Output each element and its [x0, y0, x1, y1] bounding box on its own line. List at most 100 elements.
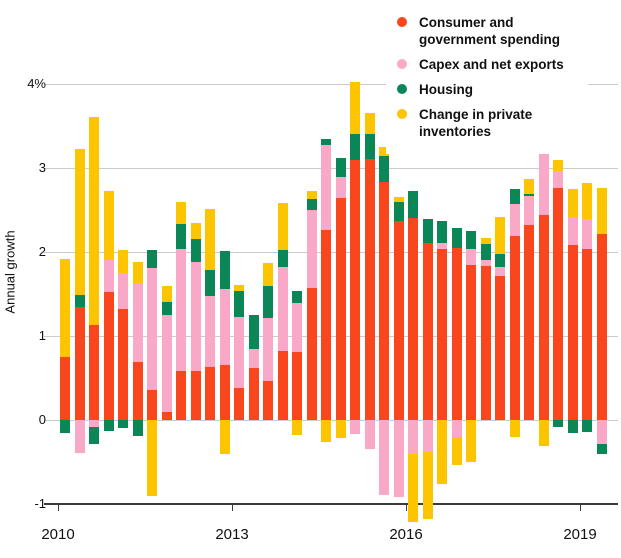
bar-segment: [335, 177, 346, 199]
bar-segment: [335, 420, 346, 439]
bar-segment: [292, 351, 302, 420]
bar-segment: [321, 420, 331, 442]
bar-segment: [234, 284, 244, 292]
bar-segment: [509, 189, 520, 205]
bar-segment: [408, 453, 418, 523]
bar-segment: [567, 420, 578, 434]
bar-segment: [118, 309, 128, 420]
bar-segment: [408, 420, 418, 454]
gridline: [44, 252, 618, 253]
bar-segment: [161, 411, 172, 420]
bar-segment: [132, 362, 143, 420]
bar-segment: [466, 420, 476, 462]
bar-segment: [379, 156, 389, 183]
bar-segment: [437, 242, 447, 249]
legend-label: Housing: [419, 82, 473, 97]
bar-segment: [248, 348, 259, 368]
bar-segment: [422, 420, 433, 452]
bar-segment: [582, 219, 592, 249]
bar-segment: [480, 260, 491, 267]
bar-segment: [161, 315, 172, 412]
bar-segment: [480, 237, 491, 244]
bar-segment: [553, 188, 563, 420]
bar-segment: [176, 371, 186, 420]
bar-segment: [524, 194, 534, 196]
bar-segment: [567, 189, 578, 218]
bar-segment: [263, 317, 273, 382]
bar-segment: [277, 267, 288, 352]
bar-segment: [524, 178, 534, 195]
bar-segment: [219, 420, 230, 454]
legend-item: Change in private inventories: [397, 106, 588, 140]
bar-segment: [553, 420, 563, 427]
bar-segment: [538, 215, 549, 420]
bar-segment: [103, 190, 114, 261]
bar-segment: [596, 188, 607, 234]
bar-segment: [219, 288, 230, 365]
legend-label: Change in private inventories: [419, 107, 533, 139]
bar-segment: [190, 223, 201, 239]
bar-segment: [350, 82, 360, 134]
bar-segment: [408, 217, 418, 420]
bar-segment: [466, 231, 476, 249]
bar-segment: [60, 420, 70, 434]
bar-segment: [60, 357, 70, 420]
bar-segment: [379, 147, 389, 157]
bar-segment: [364, 133, 375, 159]
x-tick-label: 2019: [563, 526, 597, 543]
bar-segment: [393, 201, 404, 221]
bar-segment: [118, 420, 128, 429]
legend-swatch-icon: [397, 109, 407, 119]
bar-segment: [596, 233, 607, 420]
bar-segment: [466, 264, 476, 420]
bar-segment: [480, 243, 491, 261]
bar-segment: [596, 420, 607, 444]
bar-segment: [161, 285, 172, 302]
axis-tick: [58, 504, 59, 511]
bar-segment: [335, 198, 346, 420]
bar-segment: [263, 285, 273, 318]
bar-segment: [234, 388, 244, 420]
bar-segment: [379, 420, 389, 495]
bar-segment: [480, 266, 491, 420]
legend-label: Consumer and government spending: [419, 15, 561, 47]
bar-segment: [350, 133, 360, 160]
bar-segment: [118, 250, 128, 273]
bar-segment: [466, 248, 476, 265]
legend: Consumer and government spending Capex an…: [386, 6, 588, 154]
axis-tick: [232, 504, 233, 511]
x-tick-label: 2016: [389, 526, 423, 543]
bar-segment: [364, 420, 375, 449]
legend-swatch-icon: [397, 17, 407, 27]
bar-segment: [306, 210, 317, 289]
bar-segment: [190, 371, 201, 420]
bar-segment: [582, 420, 592, 432]
bar-segment: [509, 420, 520, 437]
bar-segment: [277, 203, 288, 251]
bar-segment: [176, 248, 186, 372]
bar-segment: [567, 217, 578, 246]
legend-label: Capex and net exports: [419, 57, 564, 72]
bar-segment: [553, 171, 563, 189]
bar-segment: [118, 273, 128, 310]
bar-segment: [132, 283, 143, 363]
bar-segment: [321, 230, 331, 420]
bar-segment: [292, 291, 302, 304]
bar-segment: [306, 199, 317, 210]
gridline: [44, 84, 618, 85]
bar-segment: [176, 224, 186, 249]
bar-segment: [524, 225, 534, 420]
bar-segment: [437, 248, 447, 420]
y-tick-label: 0: [38, 412, 46, 427]
bar-segment: [89, 325, 99, 420]
bar-segment: [582, 183, 592, 220]
bar-segment: [234, 316, 244, 389]
bar-segment: [132, 262, 143, 284]
bar-segment: [292, 303, 302, 352]
bar-segment: [451, 228, 462, 248]
bar-segment: [393, 220, 404, 420]
bar-segment: [248, 315, 259, 349]
y-tick-label: 4%: [27, 76, 46, 91]
bar-segment: [335, 157, 346, 178]
gridline: [44, 420, 618, 421]
